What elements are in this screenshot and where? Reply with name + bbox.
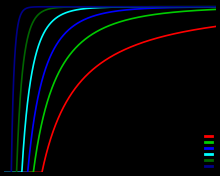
Legend: , , , , , : , , , , , xyxy=(204,133,213,170)
